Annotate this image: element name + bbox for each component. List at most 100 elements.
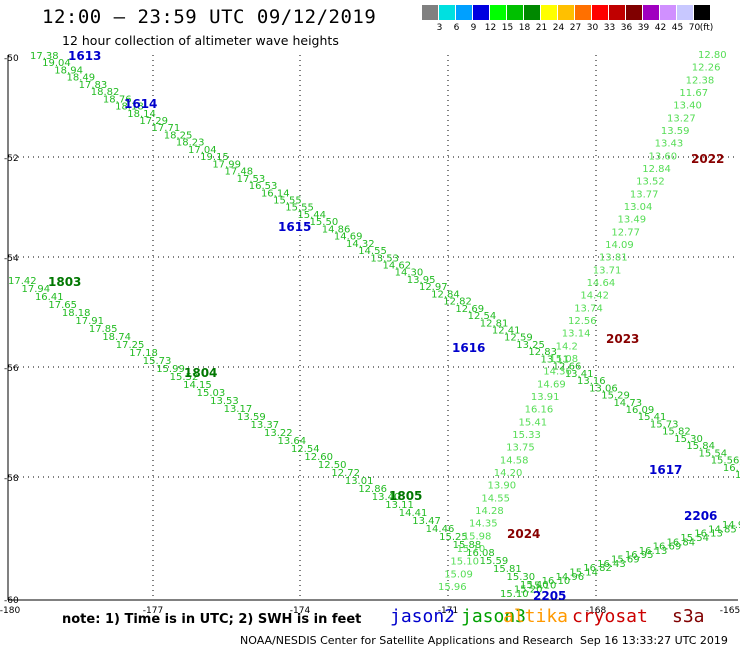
- swh-value: 17.04: [188, 145, 217, 156]
- swh-value: 13.01: [345, 476, 374, 487]
- color-swatch: [422, 5, 439, 20]
- y-tick-label: -50: [4, 54, 19, 64]
- swh-value: 15.73: [650, 419, 679, 430]
- swh-value: 18.76: [103, 94, 132, 105]
- color-scale-label: 45: [671, 23, 684, 33]
- swh-value: 15.33: [512, 430, 541, 441]
- swh-value: 12.26: [692, 63, 721, 74]
- swh-value: 12.83: [528, 347, 557, 358]
- pass-id-label: 1804: [184, 366, 217, 380]
- swh-value: 15.41: [518, 417, 547, 428]
- swh-value: 15.54: [699, 448, 728, 459]
- swh-value: 14.95: [722, 520, 740, 531]
- swh-value: 15.41: [638, 412, 667, 423]
- swh-value: 13.59: [237, 412, 266, 423]
- swh-value: 12.54: [468, 311, 497, 322]
- color-swatch: [507, 5, 524, 20]
- x-tick-label: -168: [586, 606, 607, 616]
- swh-value: 14.64: [587, 278, 616, 289]
- color-swatch: [677, 5, 694, 20]
- note-text: note: 1) Time is in UTC; 2) SWH is in fe…: [62, 612, 362, 627]
- swh-value: 16.09: [626, 405, 655, 416]
- swh-value: 16.37: [735, 470, 740, 481]
- swh-value: 15.88: [453, 540, 482, 551]
- swh-value: 16.13: [639, 546, 668, 557]
- swh-value: 12.86: [358, 484, 387, 495]
- swh-value: 13.40: [372, 492, 401, 503]
- color-scale-label: 24: [552, 23, 565, 33]
- swh-value: 14.73: [613, 398, 642, 409]
- swh-value: 19.04: [42, 58, 71, 69]
- swh-value: 14.58: [500, 455, 529, 466]
- swh-value: 15.03: [197, 388, 226, 399]
- swh-value: 13.40: [673, 101, 702, 112]
- swh-value: 15.10: [450, 557, 479, 568]
- swh-value: 13.75: [506, 443, 535, 454]
- swh-value: 14.55: [481, 493, 510, 504]
- pass-id-label: 2022: [691, 152, 724, 166]
- color-scale-unit: (ft): [699, 23, 714, 33]
- swh-value: 17.94: [21, 284, 50, 295]
- swh-value: 17.91: [75, 316, 104, 327]
- swh-value: 12.59: [504, 333, 533, 344]
- swh-value: 15.98: [463, 531, 492, 542]
- swh-value: 15.84: [686, 441, 715, 452]
- swh-value: 15.30: [507, 572, 536, 583]
- color-swatch: [643, 5, 660, 20]
- swh-value: 12.69: [455, 304, 484, 315]
- color-swatch: [524, 5, 541, 20]
- swh-value: 13.90: [488, 481, 517, 492]
- swh-value: 13.81: [599, 253, 628, 264]
- swh-value: 12.81: [480, 318, 509, 329]
- y-tick-label: -56: [4, 364, 19, 374]
- swh-value: 17.83: [79, 80, 108, 91]
- swh-value: 12.41: [492, 326, 521, 337]
- swh-value: 13.17: [224, 404, 253, 415]
- footer-credit: NOAA/NESDIS Center for Satellite Applica…: [240, 634, 574, 647]
- pass-id-label: 2206: [684, 509, 717, 523]
- swh-value: 14.35: [469, 519, 498, 530]
- color-swatch: [473, 5, 490, 20]
- swh-value: 16.84: [667, 537, 696, 548]
- swh-value: 14.36: [543, 367, 572, 378]
- color-swatch: [575, 5, 592, 20]
- color-swatch: [694, 5, 711, 20]
- swh-value: 13.59: [661, 126, 690, 137]
- swh-value: 15.73: [143, 356, 172, 367]
- y-tick-label: -58: [4, 474, 19, 484]
- swh-value: 17.48: [224, 167, 253, 178]
- swh-value: 15.81: [493, 564, 522, 575]
- swh-value: 15.52: [170, 372, 199, 383]
- swh-value: 13.91: [531, 392, 560, 403]
- swh-value: 18.82: [91, 87, 120, 98]
- swh-value: 17.25: [116, 340, 145, 351]
- color-scale-label: 30: [586, 23, 599, 33]
- color-scale-label: 12: [484, 23, 497, 33]
- swh-value: 13.43: [655, 139, 684, 150]
- swh-value: 18.94: [54, 65, 83, 76]
- legend-altika: altika: [503, 606, 569, 627]
- swh-value: 13.25: [516, 340, 545, 351]
- swh-value: 18.18: [115, 102, 144, 113]
- swh-value: 12.56: [568, 316, 597, 327]
- swh-value: 12.84: [431, 289, 460, 300]
- swh-value: 14.85: [708, 524, 737, 535]
- color-swatch: [609, 5, 626, 20]
- legend-s3a: s3a: [672, 606, 705, 627]
- swh-value: 17.85: [89, 324, 118, 335]
- swh-value: 12.38: [686, 75, 715, 86]
- pass-id-label: 1614: [124, 97, 157, 111]
- swh-value: 15.55: [273, 195, 302, 206]
- color-swatch: [456, 5, 473, 20]
- swh-value: 13.04: [624, 202, 653, 213]
- swh-value: 13.22: [264, 428, 293, 439]
- y-tick-label: -60: [4, 596, 19, 606]
- swh-value: 15.99: [156, 364, 185, 375]
- swh-value: 15.10: [457, 544, 486, 555]
- swh-value: 12.82: [443, 297, 472, 308]
- pass-id-label: 1613: [68, 49, 101, 63]
- swh-value: 14.15: [183, 380, 212, 391]
- swh-value: 15.40: [520, 580, 549, 591]
- swh-value: 15.69: [611, 555, 640, 566]
- y-tick-label: -54: [4, 254, 19, 264]
